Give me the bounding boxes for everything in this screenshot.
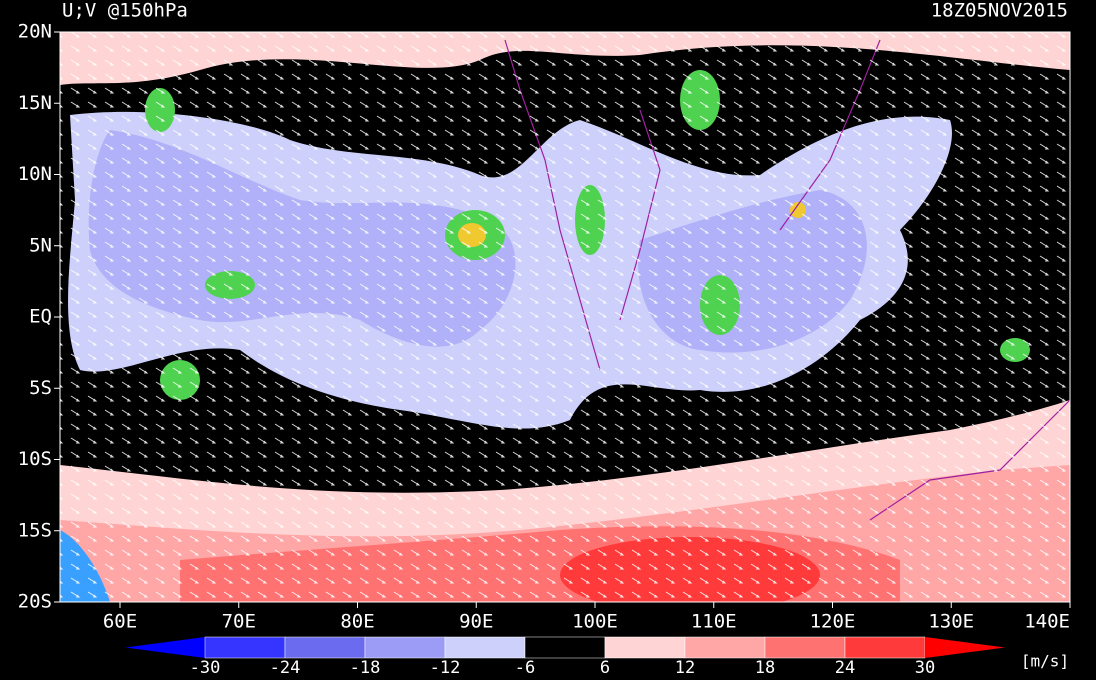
colorbar-arrow xyxy=(125,637,205,658)
title: U;V @150hPa xyxy=(62,0,188,22)
lat-label: 5N xyxy=(29,234,52,256)
colorbar-label: -18 xyxy=(350,658,381,678)
lat-label: 20S xyxy=(18,591,52,613)
colorbar-label: -24 xyxy=(270,658,301,678)
map-field xyxy=(60,32,1070,602)
colorbar-segment xyxy=(764,636,846,659)
colorbar-segment xyxy=(604,636,686,659)
colorbar-label: -6 xyxy=(515,658,535,678)
timestamp: 18Z05NOV2015 xyxy=(931,0,1068,22)
colorbar-unit: [m/s] xyxy=(1021,652,1069,671)
colorbar-segment xyxy=(844,636,926,659)
colorbar-segment xyxy=(684,636,766,659)
lon-label: 80E xyxy=(340,611,374,633)
colorbar-label: 24 xyxy=(835,658,855,678)
lon-label: 130E xyxy=(928,611,974,633)
colorbar-label: 18 xyxy=(755,658,775,678)
lon-label: 140E xyxy=(1024,611,1070,633)
lon-label: 60E xyxy=(103,611,137,633)
colorbar-label: -30 xyxy=(190,658,221,678)
colorbar-label: 6 xyxy=(600,658,610,678)
colorbar-segment xyxy=(284,636,366,659)
lon-label: 70E xyxy=(222,611,256,633)
colorbar-label: 12 xyxy=(675,658,695,678)
lat-label: 15S xyxy=(18,519,52,541)
lat-label: 5S xyxy=(29,377,52,399)
lon-labels: 60E 70E 80E 90E 100E 110E 120E 130E 140E xyxy=(103,602,1071,633)
colorbar-segment xyxy=(524,636,606,659)
lat-labels: 20N 15N 10N 5N EQ 5S 10S 15S 20S xyxy=(18,21,60,613)
colorbar-label: 30 xyxy=(915,658,935,678)
colorbar-segment xyxy=(444,636,526,659)
lon-label: 90E xyxy=(459,611,493,633)
colorbar-label: -12 xyxy=(430,658,461,678)
colorbar-segment xyxy=(364,636,446,659)
lat-label: 10N xyxy=(18,163,52,185)
lon-label: 100E xyxy=(572,611,618,633)
lat-label: 10S xyxy=(18,448,52,470)
colorbar: -30 -24 -18 -12 -6 6 12 18 24 30 xyxy=(125,636,1005,678)
lat-label: 15N xyxy=(18,92,52,114)
lon-label: 110E xyxy=(691,611,737,633)
colorbar-segment xyxy=(204,636,286,659)
lat-label: 20N xyxy=(18,21,52,43)
lat-label: EQ xyxy=(29,306,52,328)
colorbar-arrow xyxy=(925,637,1005,658)
lon-label: 120E xyxy=(810,611,856,633)
